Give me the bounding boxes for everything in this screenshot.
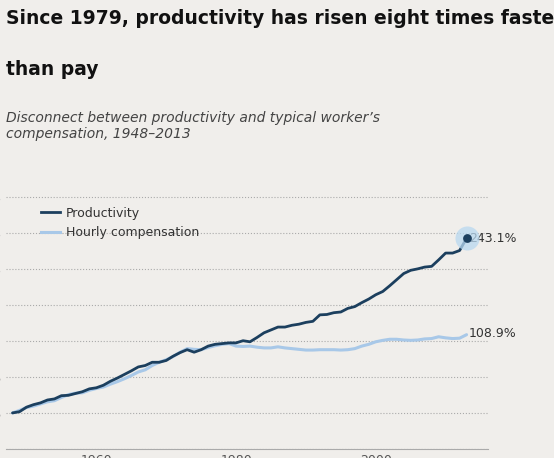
Text: than pay: than pay bbox=[6, 60, 98, 79]
Text: Since 1979, productivity has risen eight times faster: Since 1979, productivity has risen eight… bbox=[6, 9, 554, 28]
Point bbox=[462, 234, 471, 242]
Text: 243.1%: 243.1% bbox=[469, 232, 516, 245]
Point bbox=[462, 234, 471, 242]
Text: 108.9%: 108.9% bbox=[469, 327, 516, 340]
Legend: Productivity, Hourly compensation: Productivity, Hourly compensation bbox=[36, 202, 204, 244]
Text: Disconnect between productivity and typical worker’s
compensation, 1948–2013: Disconnect between productivity and typi… bbox=[6, 110, 379, 141]
